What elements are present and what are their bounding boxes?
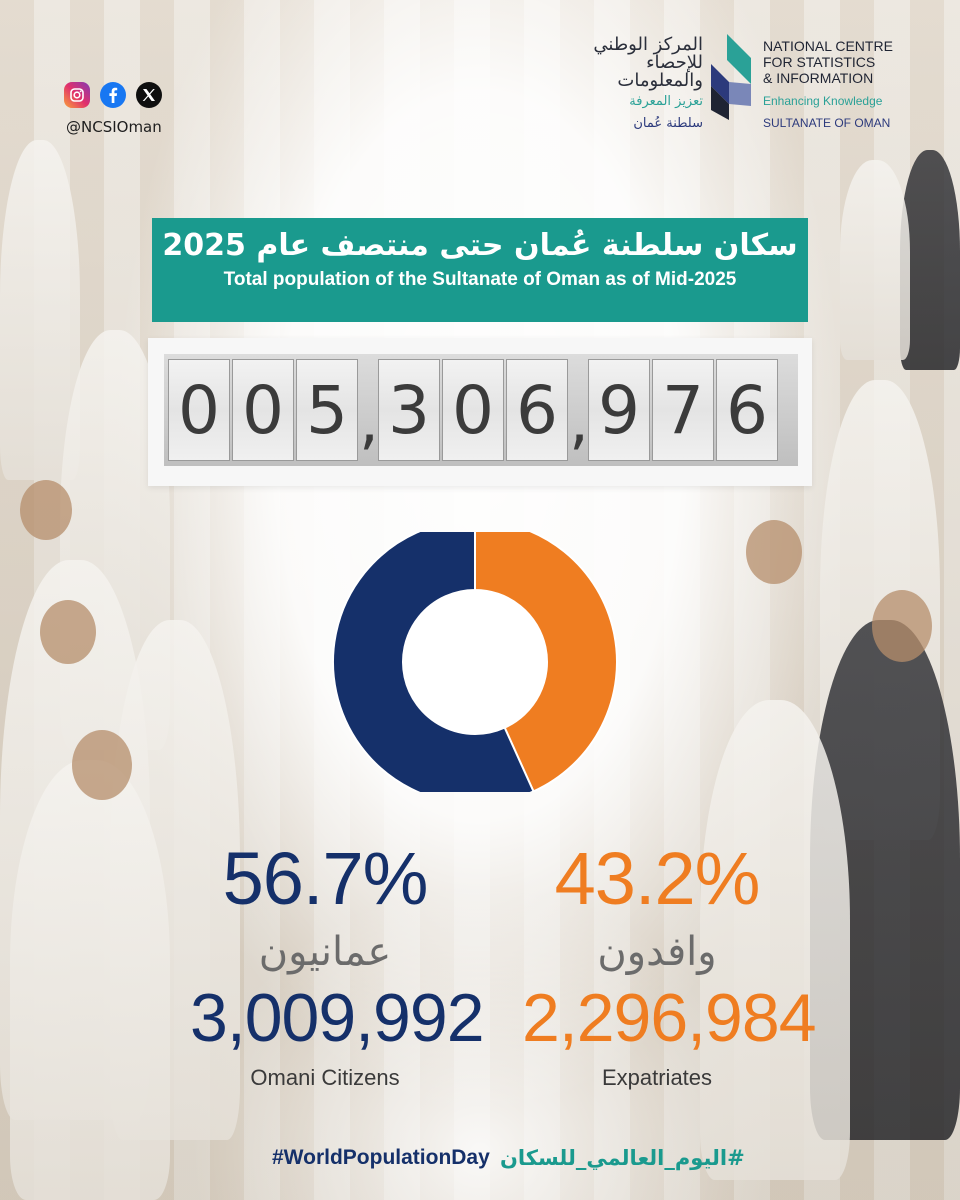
donut-hole bbox=[403, 590, 547, 734]
title-english: Total population of the Sultanate of Oma… bbox=[223, 269, 737, 290]
logo-arabic-tagline: تعزيز المعرفة bbox=[629, 94, 703, 109]
logo-english-name: NATIONAL CENTRE FOR STATISTICS & INFORMA… bbox=[763, 38, 893, 86]
instagram-icon[interactable] bbox=[64, 82, 90, 108]
logo-english-line-2: FOR STATISTICS bbox=[763, 54, 876, 70]
title-banner: سكان سلطنة عُمان حتى منتصف عام 2025 Tota… bbox=[152, 218, 808, 322]
counter-digit: 6 bbox=[506, 359, 568, 461]
logo-english-line-1: NATIONAL CENTRE bbox=[763, 38, 893, 54]
hashtag-arabic[interactable]: #اليوم_العالمي_للسكان bbox=[500, 1146, 745, 1170]
title-arabic: سكان سلطنة عُمان حتى منتصف عام 2025 bbox=[162, 228, 798, 263]
logo-english-tagline: Enhancing Knowledge bbox=[763, 94, 883, 108]
logo-arabic-name: المركز الوطني للإحصاء والمعلومات bbox=[593, 34, 703, 91]
counter-digit: 0 bbox=[168, 359, 230, 461]
expats-stats: 43.2% وافدون 2,296,984 Expatriates bbox=[522, 836, 817, 1091]
logo-english-line-3: & INFORMATION bbox=[763, 70, 874, 86]
counter-digit: 3 bbox=[378, 359, 440, 461]
ncsi-mark-icon bbox=[707, 34, 755, 124]
logo-english-country: SULTANATE OF OMAN bbox=[763, 116, 891, 130]
citizens-percentage: 56.7% bbox=[222, 837, 429, 920]
population-donut-chart bbox=[332, 532, 618, 792]
counter-digit: 0 bbox=[442, 359, 504, 461]
citizens-english-label: Omani Citizens bbox=[250, 1065, 400, 1090]
social-links bbox=[64, 82, 162, 108]
counter-digit: 0 bbox=[232, 359, 294, 461]
counter-digit: 7 bbox=[652, 359, 714, 461]
expats-english-label: Expatriates bbox=[601, 1065, 713, 1090]
facebook-icon[interactable] bbox=[100, 82, 126, 108]
counter-digit: 9 bbox=[588, 359, 650, 461]
counter-digit: 6 bbox=[716, 359, 778, 461]
counter-separator: , bbox=[359, 384, 379, 457]
counter-digit: 5 bbox=[296, 359, 358, 461]
citizens-arabic-label: عمانيون bbox=[258, 929, 392, 975]
counter-separator: , bbox=[569, 384, 589, 457]
citizens-stats: 56.7% عمانيون 3,009,992 Omani Citizens bbox=[190, 836, 485, 1091]
social-handle[interactable]: @NCSIOman bbox=[66, 118, 162, 136]
logo-arabic-country: سلطنة عُمان bbox=[633, 116, 703, 131]
x-icon[interactable] bbox=[136, 82, 162, 108]
expats-count: 2,296,984 bbox=[522, 980, 817, 1056]
ncsi-logo: المركز الوطني للإحصاء والمعلومات تعزيز ا… bbox=[593, 30, 915, 135]
citizens-count: 3,009,992 bbox=[190, 980, 485, 1056]
expats-arabic-label: وافدون bbox=[597, 929, 717, 975]
hashtag-english[interactable]: #WorldPopulationDay bbox=[272, 1146, 490, 1169]
expats-percentage: 43.2% bbox=[554, 837, 761, 920]
